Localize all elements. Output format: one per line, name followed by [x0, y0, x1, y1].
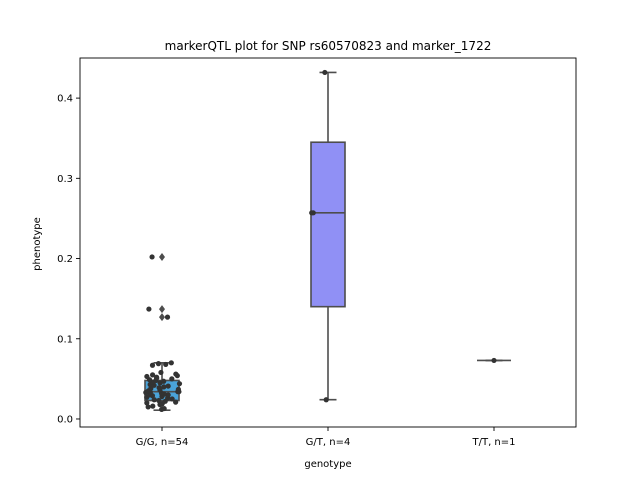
box — [310, 141, 346, 308]
data-point — [156, 385, 162, 391]
data-point — [164, 314, 171, 320]
y-tick-label: 0.1 — [57, 334, 73, 345]
data-point — [323, 397, 329, 403]
data-point — [169, 396, 175, 402]
data-point — [144, 400, 150, 406]
y-tick-label: 0.3 — [57, 174, 73, 185]
x-tick-label: G/G, n=54 — [136, 437, 189, 448]
y-tick-label: 0.2 — [57, 254, 73, 265]
data-point — [146, 306, 152, 312]
data-point — [169, 376, 175, 382]
data-point — [491, 357, 497, 364]
plot-area: 0.0 0.1 0.2 0.3 0.4 G/G, n=54 G/T, n=4 T/T, n=1 — [57, 57, 577, 448]
data-point — [156, 397, 162, 404]
outlier-marker — [159, 305, 165, 314]
data-point — [165, 383, 171, 389]
x-axis-label: genotype — [304, 459, 351, 470]
data-point — [158, 369, 164, 376]
data-point — [175, 386, 182, 392]
data-point — [173, 399, 179, 405]
data-point — [161, 405, 167, 412]
data-point — [309, 210, 315, 216]
data-point — [165, 392, 171, 398]
data-point — [322, 69, 328, 76]
data-point — [155, 361, 162, 367]
outlier-marker — [159, 252, 165, 261]
chart-title: markerQTL plot for SNP rs60570823 and ma… — [165, 39, 492, 53]
data-point — [168, 360, 174, 366]
data-point — [144, 373, 150, 380]
data-point — [149, 372, 156, 378]
data-point — [151, 397, 157, 403]
y-tick-label: 0.4 — [57, 94, 73, 105]
data-point — [161, 384, 167, 390]
data-point — [154, 374, 160, 380]
data-point — [150, 403, 156, 409]
data-point — [149, 362, 156, 368]
outlier-marker — [159, 313, 165, 322]
y-axis-label: phenotype — [32, 217, 43, 271]
data-point — [176, 381, 183, 387]
x-tick-label: T/T, n=1 — [471, 437, 515, 448]
data-point — [148, 385, 154, 392]
data-point — [161, 378, 167, 384]
y-tick-label: 0.0 — [57, 414, 73, 425]
data-point — [149, 254, 155, 260]
data-point — [163, 361, 169, 368]
data-point — [173, 371, 179, 377]
x-tick-label: G/T, n=4 — [306, 437, 351, 448]
data-point — [145, 404, 151, 410]
